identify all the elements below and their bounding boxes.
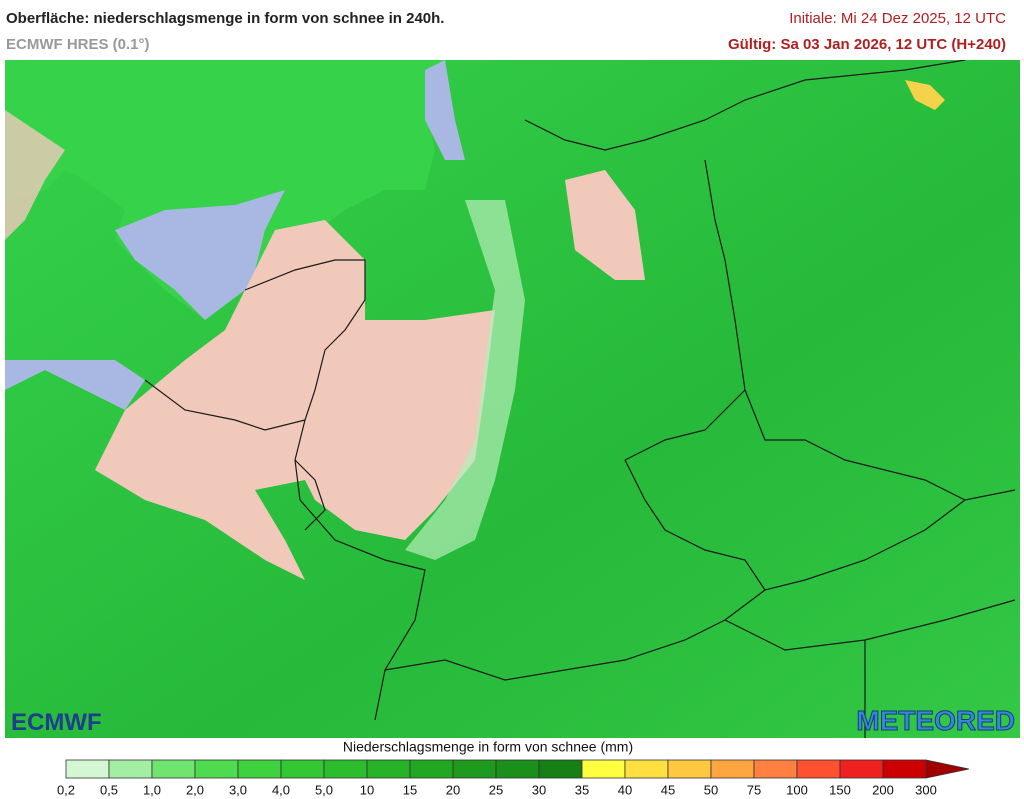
color-box [280,759,325,779]
valid-time: Gültig: Sa 03 Jan 2026, 12 UTC (H+240) [727,36,1006,53]
legend-label: 35 [575,782,589,797]
color-box [667,759,712,779]
legend-label: 4,0 [272,782,290,797]
color-box [882,759,927,779]
legend-label: 0,5 [100,782,118,797]
snow-free-area [5,110,65,240]
legend-label: 30 [532,782,546,797]
legend-label: 300 [915,782,937,797]
legend-label: 75 [747,782,761,797]
color-arrow [925,759,970,779]
legend-label: 15 [403,782,417,797]
color-box [366,759,411,779]
legend-label: 25 [489,782,503,797]
baltic-west [425,60,465,160]
color-box [151,759,196,779]
color-box [624,759,669,779]
snow-max [905,80,945,110]
legend-label: 40 [618,782,632,797]
color-box [753,759,798,779]
color-box [839,759,884,779]
legend-label: 50 [704,782,718,797]
ecmwf-logo: ECMWF [11,709,102,736]
color-box [65,759,110,779]
color-box [710,759,755,779]
map: ECMWF METEORED [5,60,1020,738]
legend-label: 45 [661,782,675,797]
snow-free-area [95,220,495,580]
legend-label: 20 [446,782,460,797]
map-title: Oberfläche: niederschlagsmenge in form v… [6,10,445,27]
north-sea [115,190,285,320]
color-box [796,759,841,779]
legend-label: 1,0 [143,782,161,797]
light-snow [405,200,525,560]
model-name: ECMWF HRES (0.1°) [6,36,150,53]
color-box [581,759,626,779]
legend-label: 200 [872,782,894,797]
legend-title: Niederschlagsmenge in form von schnee (m… [343,739,633,755]
channel [5,360,145,410]
color-box [323,759,368,779]
color-box [108,759,153,779]
snow-free-area [565,170,645,280]
color-box [538,759,583,779]
color-box [194,759,239,779]
color-box [237,759,282,779]
color-box [495,759,540,779]
init-time: Initiale: Mi 24 Dez 2025, 12 UTC [789,10,1006,27]
legend-label: 150 [829,782,851,797]
legend-label: 100 [786,782,808,797]
legend-label: 10 [360,782,374,797]
meteored-logo: METEORED [856,705,1015,736]
legend-label: 5,0 [315,782,333,797]
borders [144,60,1016,738]
legend-label: 2,0 [186,782,204,797]
legend: Niederschlagsmenge in form von schnee (m… [57,739,970,797]
legend-label: 0,2 [57,782,75,797]
legend-label: 3,0 [229,782,247,797]
color-box [409,759,454,779]
land [5,60,445,320]
color-box [452,759,497,779]
